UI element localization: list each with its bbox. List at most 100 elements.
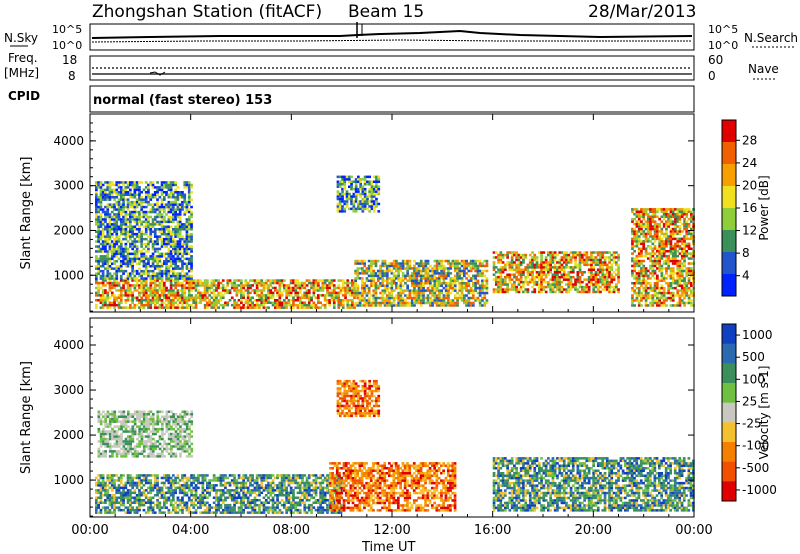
data-cell xyxy=(424,272,428,275)
data-cell xyxy=(144,301,148,304)
data-cell xyxy=(531,266,534,269)
data-cell xyxy=(649,296,652,300)
data-cell xyxy=(370,304,373,307)
data-cell xyxy=(571,285,575,289)
data-cell xyxy=(517,268,521,271)
data-cell xyxy=(587,258,591,262)
data-cell xyxy=(562,251,566,254)
data-cell xyxy=(99,277,103,280)
data-cell xyxy=(665,227,668,231)
data-cell xyxy=(651,304,655,307)
data-cell xyxy=(95,508,98,512)
data-cell xyxy=(519,280,523,284)
data-cell xyxy=(110,277,114,280)
data-cell xyxy=(110,303,114,307)
data-cell xyxy=(375,180,378,183)
noise-tick-bottom-left: 10^0 xyxy=(52,39,82,52)
data-cell xyxy=(262,294,266,297)
data-cell xyxy=(433,279,437,282)
data-cell xyxy=(544,261,548,264)
data-cell xyxy=(348,299,352,302)
data-cell xyxy=(176,267,180,270)
data-cell xyxy=(274,279,277,282)
data-cell xyxy=(165,220,168,224)
data-cell xyxy=(596,271,600,274)
data-cell xyxy=(140,232,143,236)
data-cell xyxy=(676,215,680,218)
data-cell xyxy=(478,299,482,302)
data-cell xyxy=(637,222,641,226)
data-cell xyxy=(124,232,128,236)
data-cell xyxy=(190,213,193,216)
data-cell xyxy=(269,284,273,287)
data-cell xyxy=(117,203,121,206)
data-cell xyxy=(504,253,507,257)
data-cell xyxy=(151,196,155,199)
data-cell xyxy=(149,223,153,226)
data-cell xyxy=(131,267,134,270)
data-cell xyxy=(351,306,354,309)
data-cell xyxy=(167,188,171,192)
data-cell xyxy=(160,181,164,184)
data-cell xyxy=(458,269,462,273)
data-cell xyxy=(417,294,421,297)
data-cell xyxy=(401,284,405,287)
data-cell xyxy=(135,299,139,302)
data-cell xyxy=(440,299,443,302)
data-cell xyxy=(392,279,396,282)
data-cell xyxy=(341,301,345,304)
data-cell xyxy=(359,192,362,196)
data-cell xyxy=(386,286,389,290)
data-cell xyxy=(524,275,528,279)
data-cell xyxy=(397,262,400,265)
data-cell xyxy=(174,235,177,238)
data-cell xyxy=(158,215,162,219)
data-cell xyxy=(335,286,338,290)
data-cell xyxy=(676,289,680,292)
data-cell xyxy=(326,299,329,302)
data-cell xyxy=(435,284,439,287)
data-cell xyxy=(610,285,614,289)
data-cell xyxy=(330,296,334,299)
data-cell xyxy=(260,289,264,292)
data-cell xyxy=(522,283,525,286)
data-cell xyxy=(169,257,173,261)
data-cell xyxy=(656,215,659,218)
data-cell xyxy=(126,218,130,221)
data-cell xyxy=(358,291,362,295)
data-cell xyxy=(110,476,114,480)
data-cell xyxy=(160,281,164,285)
data-cell xyxy=(656,294,659,297)
data-cell xyxy=(676,262,680,265)
data-cell xyxy=(363,269,366,273)
data-cell xyxy=(133,237,137,241)
data-cell xyxy=(513,273,516,276)
data-cell xyxy=(646,240,650,243)
data-cell xyxy=(635,245,639,248)
data-cell xyxy=(478,294,482,297)
data-cell xyxy=(95,196,98,199)
data-cell xyxy=(106,494,110,497)
data-cell xyxy=(363,296,366,300)
data-cell xyxy=(174,262,177,265)
data-cell xyxy=(124,210,128,214)
data-cell xyxy=(122,255,125,258)
data-cell xyxy=(578,263,582,267)
data-cell xyxy=(401,289,405,292)
data-cell xyxy=(190,269,193,273)
data-cell xyxy=(108,486,112,490)
data-cell xyxy=(160,242,164,246)
data-cell xyxy=(352,202,356,206)
data-cell xyxy=(350,202,353,206)
data-cell xyxy=(95,220,98,224)
data-cell xyxy=(119,479,123,482)
data-cell xyxy=(131,215,134,219)
data-cell xyxy=(135,269,139,273)
data-cell xyxy=(574,283,577,286)
data-cell xyxy=(637,304,641,307)
data-cell xyxy=(113,228,116,231)
data-cell xyxy=(119,474,123,477)
data-cell xyxy=(185,237,189,241)
data-cell xyxy=(169,284,173,287)
data-cell xyxy=(354,284,357,287)
